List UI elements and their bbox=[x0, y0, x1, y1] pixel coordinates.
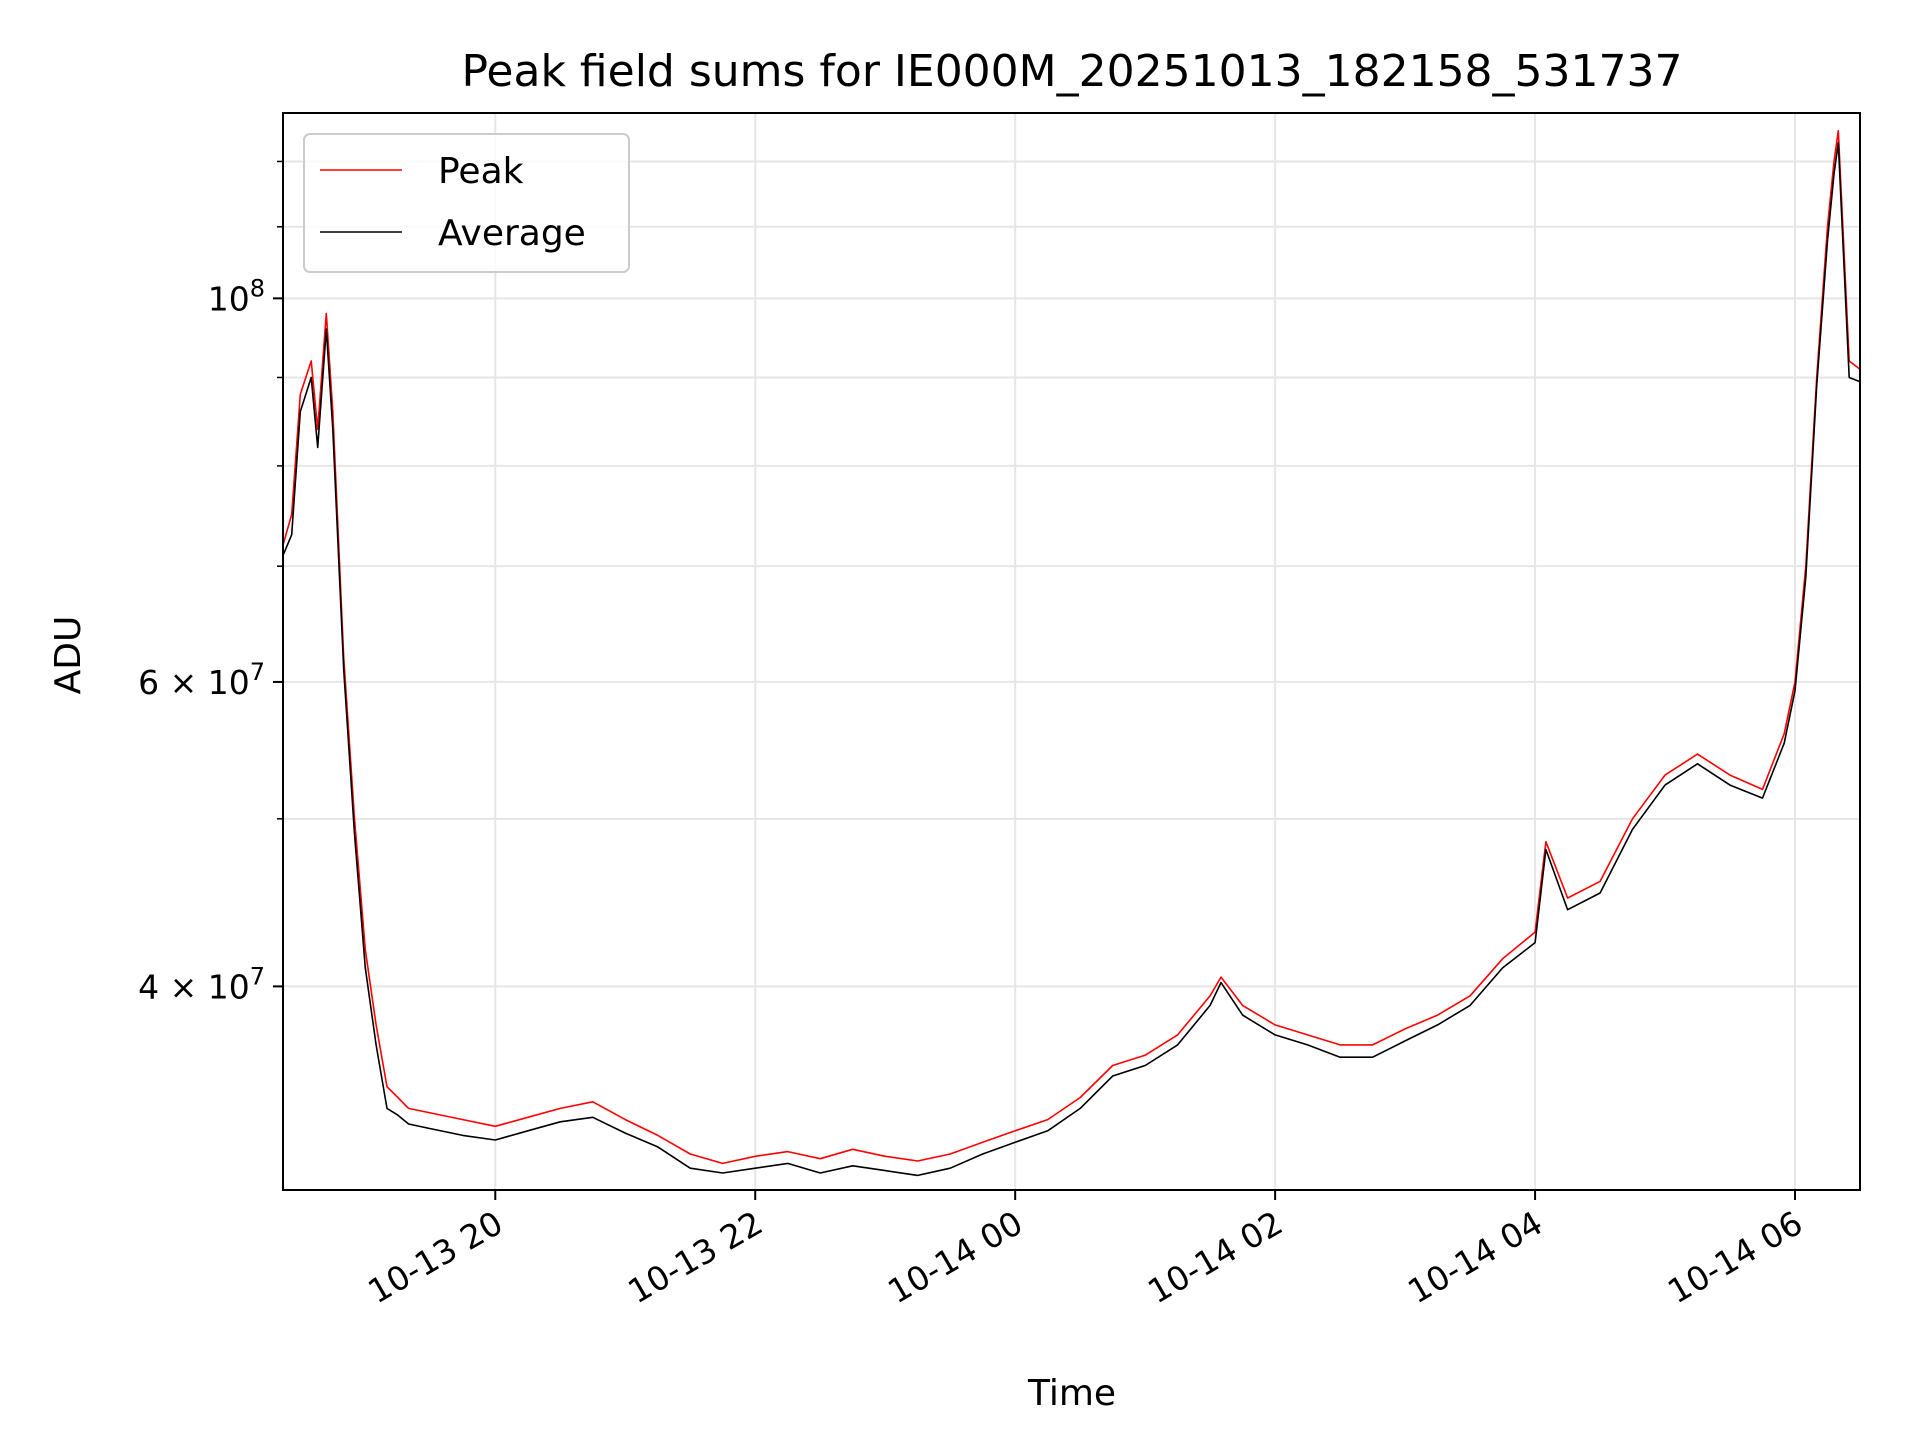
legend: Peak Average bbox=[303, 133, 630, 273]
plot-frame bbox=[282, 112, 1861, 1191]
y-tick-label: 108 bbox=[208, 274, 265, 318]
legend-box bbox=[303, 133, 630, 273]
legend-label-peak: Peak bbox=[438, 151, 524, 192]
y-axis: 4 × 107 6 × 107 108 bbox=[138, 160, 283, 1006]
series-layer bbox=[283, 130, 1860, 1177]
chart-title: Peak field sums for IE000M_20251013_1821… bbox=[461, 46, 1682, 97]
x-axis-label: Time bbox=[1027, 1373, 1116, 1414]
y-tick-label: 4 × 107 bbox=[138, 962, 265, 1006]
grid bbox=[283, 113, 1860, 1190]
series-line-average bbox=[283, 142, 1860, 1177]
y-tick-label: 6 × 107 bbox=[138, 658, 265, 702]
legend-label-average: Average bbox=[438, 213, 586, 254]
y-axis-label: ADU bbox=[48, 616, 89, 695]
series-line-peak bbox=[283, 130, 1860, 1165]
